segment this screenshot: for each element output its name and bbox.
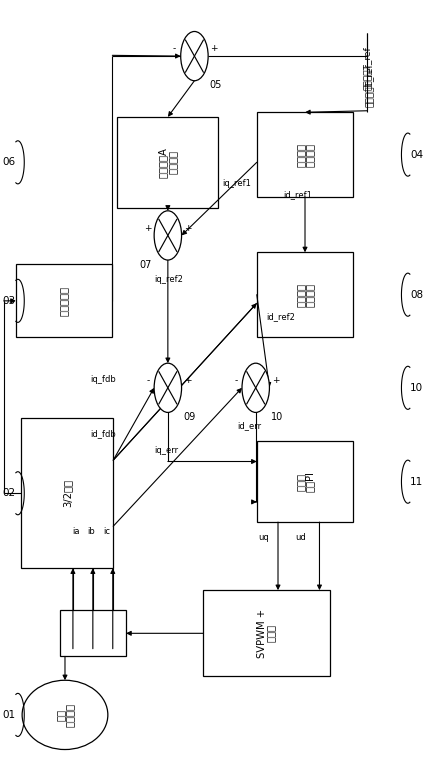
Text: ud: ud [295, 534, 306, 542]
Text: 02: 02 [3, 488, 16, 498]
Text: iq_ref2: iq_ref2 [154, 274, 183, 284]
Text: iq_fdb: iq_fdb [91, 375, 117, 384]
Text: -: - [234, 376, 237, 385]
Text: id_err: id_err [238, 421, 262, 430]
Text: 弱磁电流: 弱磁电流 [168, 150, 178, 174]
Circle shape [154, 210, 181, 260]
Text: +: + [211, 44, 218, 53]
Text: ib: ib [87, 527, 95, 536]
Text: 03: 03 [3, 296, 16, 306]
Text: 10: 10 [271, 412, 283, 422]
FancyBboxPatch shape [257, 252, 353, 337]
Text: SVPWM +: SVPWM + [257, 609, 267, 658]
Text: 06: 06 [3, 157, 16, 167]
Text: 控制器: 控制器 [295, 473, 305, 490]
Text: id_ref1: id_ref1 [283, 190, 313, 199]
Text: -: - [146, 376, 150, 385]
Circle shape [154, 363, 181, 412]
Text: 需求电流: 需求电流 [305, 143, 315, 167]
Circle shape [242, 363, 270, 412]
Text: +: + [184, 376, 191, 385]
Text: 转速控制器: 转速控制器 [59, 286, 69, 316]
Text: 09: 09 [183, 412, 195, 422]
FancyBboxPatch shape [257, 441, 353, 522]
Text: 计算模块: 计算模块 [295, 283, 305, 307]
Text: 计算模块: 计算模块 [295, 143, 305, 167]
FancyBboxPatch shape [257, 113, 353, 197]
Text: 07: 07 [139, 260, 152, 270]
Text: +: + [272, 376, 280, 385]
Text: 转矩要求T_ref: 转矩要求T_ref [362, 46, 372, 90]
Text: iq_err: iq_err [154, 446, 178, 456]
Text: 电流PI: 电流PI [305, 471, 315, 492]
FancyBboxPatch shape [203, 591, 330, 676]
Ellipse shape [22, 680, 108, 749]
Text: uq: uq [258, 534, 269, 542]
Text: +: + [184, 224, 191, 233]
Text: 3/2变换: 3/2变换 [62, 480, 72, 507]
Text: id_fdb: id_fdb [91, 429, 117, 438]
Text: 磁链电流: 磁链电流 [305, 283, 315, 307]
Text: 11: 11 [410, 476, 423, 487]
Text: ia: ia [72, 527, 80, 536]
Text: ic: ic [104, 527, 111, 536]
Text: +: + [144, 224, 152, 233]
Circle shape [181, 32, 208, 81]
Text: 08: 08 [410, 290, 423, 300]
Text: 转矩要求T_ref: 转矩要求T_ref [365, 63, 374, 107]
FancyBboxPatch shape [16, 264, 112, 338]
FancyBboxPatch shape [60, 610, 126, 656]
Text: 04: 04 [410, 150, 423, 160]
Text: 永磁同步: 永磁同步 [64, 703, 75, 727]
Text: 修正模块A: 修正模块A [158, 146, 168, 178]
FancyBboxPatch shape [117, 117, 218, 207]
Text: -: - [173, 44, 176, 53]
Text: 逆变器: 逆变器 [266, 625, 276, 642]
Text: id_ref2: id_ref2 [267, 311, 295, 321]
FancyBboxPatch shape [21, 418, 113, 568]
Text: iq_ref1: iq_ref1 [222, 180, 251, 188]
Text: 10: 10 [410, 383, 423, 392]
Text: 电机: 电机 [55, 709, 65, 721]
Text: 01: 01 [3, 710, 16, 720]
Text: 05: 05 [210, 80, 222, 90]
